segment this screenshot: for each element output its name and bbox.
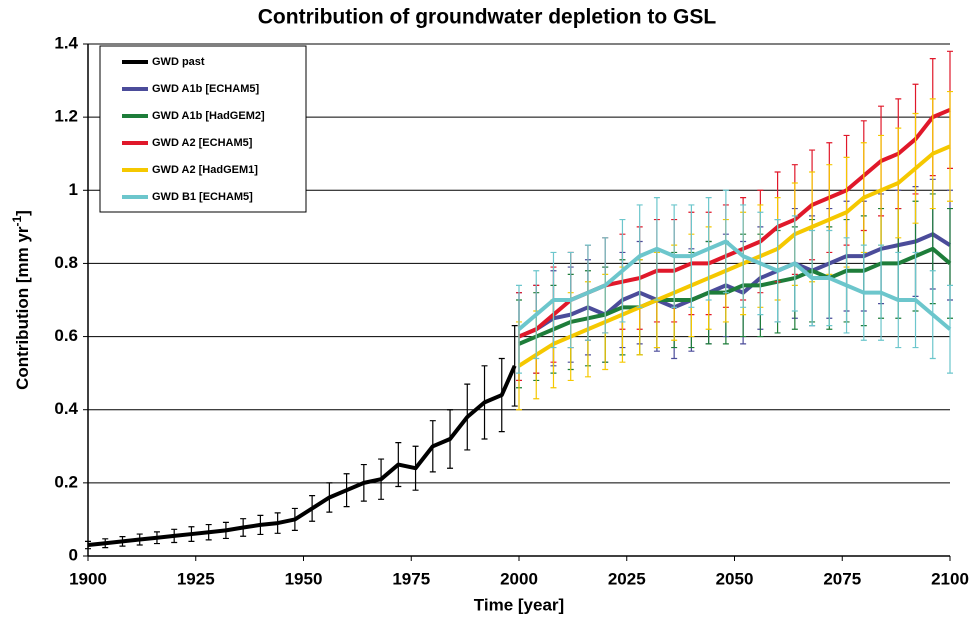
series [516, 189, 953, 374]
x-tick-label: 1950 [285, 569, 323, 588]
y-tick-label: 0.2 [54, 472, 78, 491]
y-tick-label: 0.8 [54, 253, 78, 272]
y-tick-label: 0.4 [54, 399, 78, 418]
series-line [517, 239, 952, 331]
y-axis-label-sup: -1 [10, 215, 24, 226]
legend-label: GWD B1 [ECHAM5] [152, 191, 253, 203]
legend-label: GWD past [152, 56, 205, 68]
y-tick-label: 0.6 [54, 326, 78, 345]
series [516, 193, 953, 389]
series-line [518, 107, 951, 339]
legend-label: GWD A2 [ECHAM5] [152, 137, 253, 149]
y-axis-label-text: Contribution [mm yr [13, 226, 32, 390]
x-tick-label: 2000 [500, 569, 538, 588]
y-axis-label-end: ] [13, 210, 32, 216]
x-tick-label: 2100 [931, 569, 969, 588]
x-tick-label: 2075 [823, 569, 861, 588]
error-bar [511, 325, 518, 407]
legend-label: GWD A1b [HadGEM2] [152, 110, 265, 122]
error-bar [947, 90, 953, 202]
series-line [517, 144, 951, 368]
chart-title: Contribution of groundwater depletion to… [258, 6, 717, 29]
series-line [87, 365, 517, 548]
y-tick-label: 1 [69, 180, 78, 199]
series-line [518, 246, 952, 346]
y-tick-label: 0 [69, 545, 78, 564]
x-tick-label: 1925 [177, 569, 215, 588]
legend-label: GWD A1b [ECHAM5] [152, 83, 259, 95]
x-tick-label: 2025 [608, 569, 646, 588]
x-axis-label: Time [year] [474, 595, 564, 614]
x-tick-label: 2050 [716, 569, 754, 588]
x-tick-label: 1900 [69, 569, 107, 588]
legend-label: GWD A2 [HadGEM1] [152, 164, 258, 176]
series [85, 325, 518, 550]
y-tick-label: 1.2 [54, 107, 78, 126]
x-tick-label: 1975 [392, 569, 430, 588]
series [516, 178, 953, 382]
legend-box [99, 45, 307, 213]
y-tick-label: 1.4 [54, 33, 78, 52]
y-axis-label: Contribution [mm yr-1] [10, 210, 32, 390]
